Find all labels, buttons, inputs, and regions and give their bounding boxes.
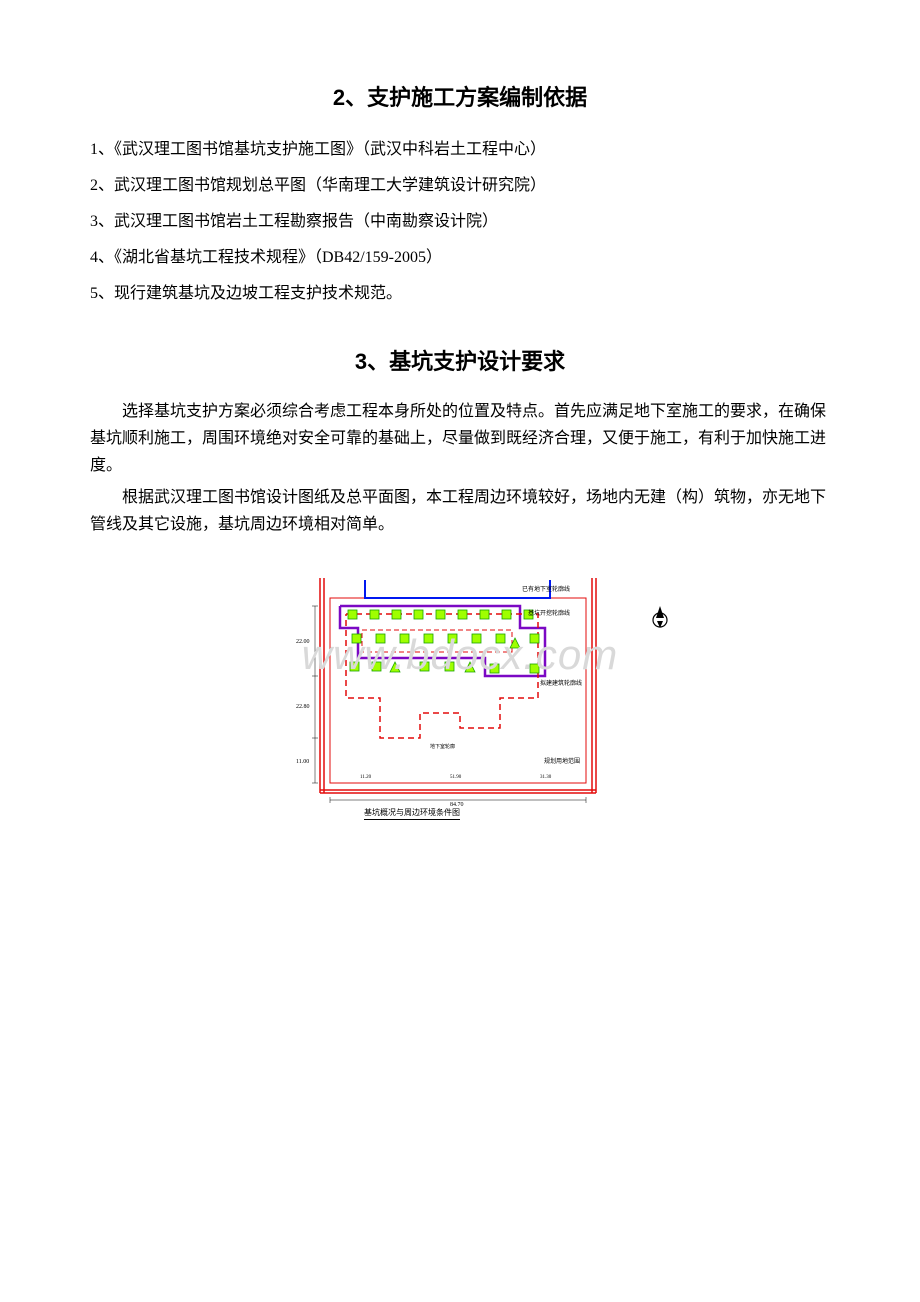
svg-text:22.80: 22.80 [296, 704, 310, 710]
label-existing-basement: 已有地下室轮廓线 [522, 584, 570, 593]
north-arrow-icon [650, 604, 670, 635]
label-site-boundary: 规划用地范围 [544, 756, 580, 765]
s2-item-3: 3、武汉理工图书馆岩土工程勘察报告（中南勘察设计院） [90, 206, 830, 238]
site-plan-figure: 22.00 22.80 11.00 84.70 51.90 11.20 31.3… [290, 578, 630, 818]
s2-item-5: 5、现行建筑基坑及边坡工程支护技术规范。 [90, 278, 830, 310]
label-building-outline: 拟建建筑轮廓线 [540, 678, 582, 687]
label-excavation-outline: 基坑开挖轮廓线 [528, 608, 570, 617]
svg-text:51.90: 51.90 [450, 775, 462, 780]
s2-item-1: 1、《武汉理工图书馆基坑支护施工图》（武汉中科岩土工程中心） [90, 134, 830, 166]
figure-container: 22.00 22.80 11.00 84.70 51.90 11.20 31.3… [90, 578, 830, 818]
s2-item-2: 2、武汉理工图书馆规划总平图（华南理工大学建筑设计研究院） [90, 170, 830, 202]
site-plan-svg: 22.00 22.80 11.00 84.70 51.90 11.20 31.3… [290, 578, 630, 818]
svg-text:11.00: 11.00 [296, 759, 309, 765]
figure-caption: 基坑概况与周边环境条件图 [364, 807, 460, 820]
s3-para-1: 选择基坑支护方案必须综合考虑工程本身所处的位置及特点。首先应满足地下室施工的要求… [90, 398, 830, 480]
svg-text:地下室轮廓: 地下室轮廓 [430, 743, 455, 750]
section3-heading: 3、基坑支护设计要求 [90, 344, 830, 376]
section2-heading: 2、支护施工方案编制依据 [90, 80, 830, 112]
svg-text:31.30: 31.30 [540, 775, 552, 780]
s2-item-4: 4、《湖北省基坑工程技术规程》（DB42/159-2005） [90, 242, 830, 274]
svg-text:22.00: 22.00 [296, 639, 310, 645]
svg-text:11.20: 11.20 [360, 775, 372, 780]
s3-para-2: 根据武汉理工图书馆设计图纸及总平面图，本工程周边环境较好，场地内无建（构）筑物，… [90, 484, 830, 538]
